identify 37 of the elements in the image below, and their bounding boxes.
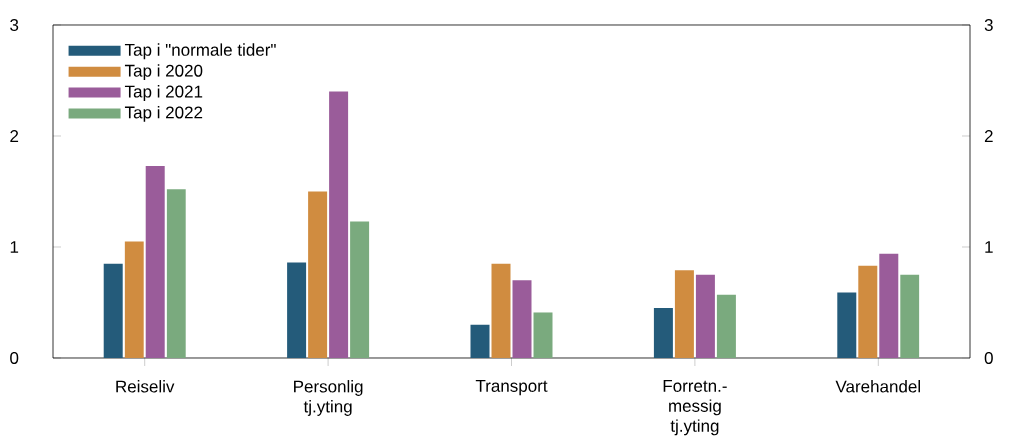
bar: [879, 253, 899, 358]
y2-tick-label: 0: [984, 351, 993, 364]
y2-tick-label: 2: [984, 130, 993, 142]
bar: [512, 280, 532, 358]
legend-label: Tap i 2022: [124, 105, 203, 122]
y-tick-label: 3: [10, 18, 19, 31]
y2-tick-label: 3: [984, 18, 993, 31]
bar: [491, 263, 511, 358]
bar: [837, 292, 857, 358]
x-tick-label: Varehandel: [835, 380, 920, 393]
bar: [900, 274, 920, 358]
legend-label: Tap i 2021: [124, 85, 203, 101]
bar: [124, 241, 144, 358]
bar: [674, 270, 694, 358]
bar: [470, 324, 490, 358]
bar: [653, 308, 673, 358]
y-tick-label: 0: [10, 351, 19, 364]
y-tick-label: 1: [10, 241, 19, 253]
bar: [716, 294, 736, 358]
x-tick-label: Forretn.-messig tj.yting: [663, 380, 727, 436]
x-tick-label: Personlig tj.yting: [294, 380, 363, 416]
bar: [533, 312, 553, 358]
x-tick-label: Reiseliv: [116, 380, 175, 393]
bar: [145, 165, 165, 358]
bar: [308, 191, 328, 358]
bar: [695, 274, 715, 358]
bar: [858, 265, 878, 358]
bar: [166, 189, 186, 358]
y2-tick-label: 1: [985, 241, 993, 253]
y-tick-label: 2: [10, 130, 19, 142]
bar: [103, 263, 123, 358]
bar: [329, 91, 349, 358]
legend-label: Tap i "normale tider": [124, 43, 276, 60]
legend-label: Tap i 2020: [124, 64, 203, 81]
x-tick-label: Transport: [475, 380, 548, 396]
bar: [287, 262, 307, 358]
bar: [350, 221, 370, 358]
